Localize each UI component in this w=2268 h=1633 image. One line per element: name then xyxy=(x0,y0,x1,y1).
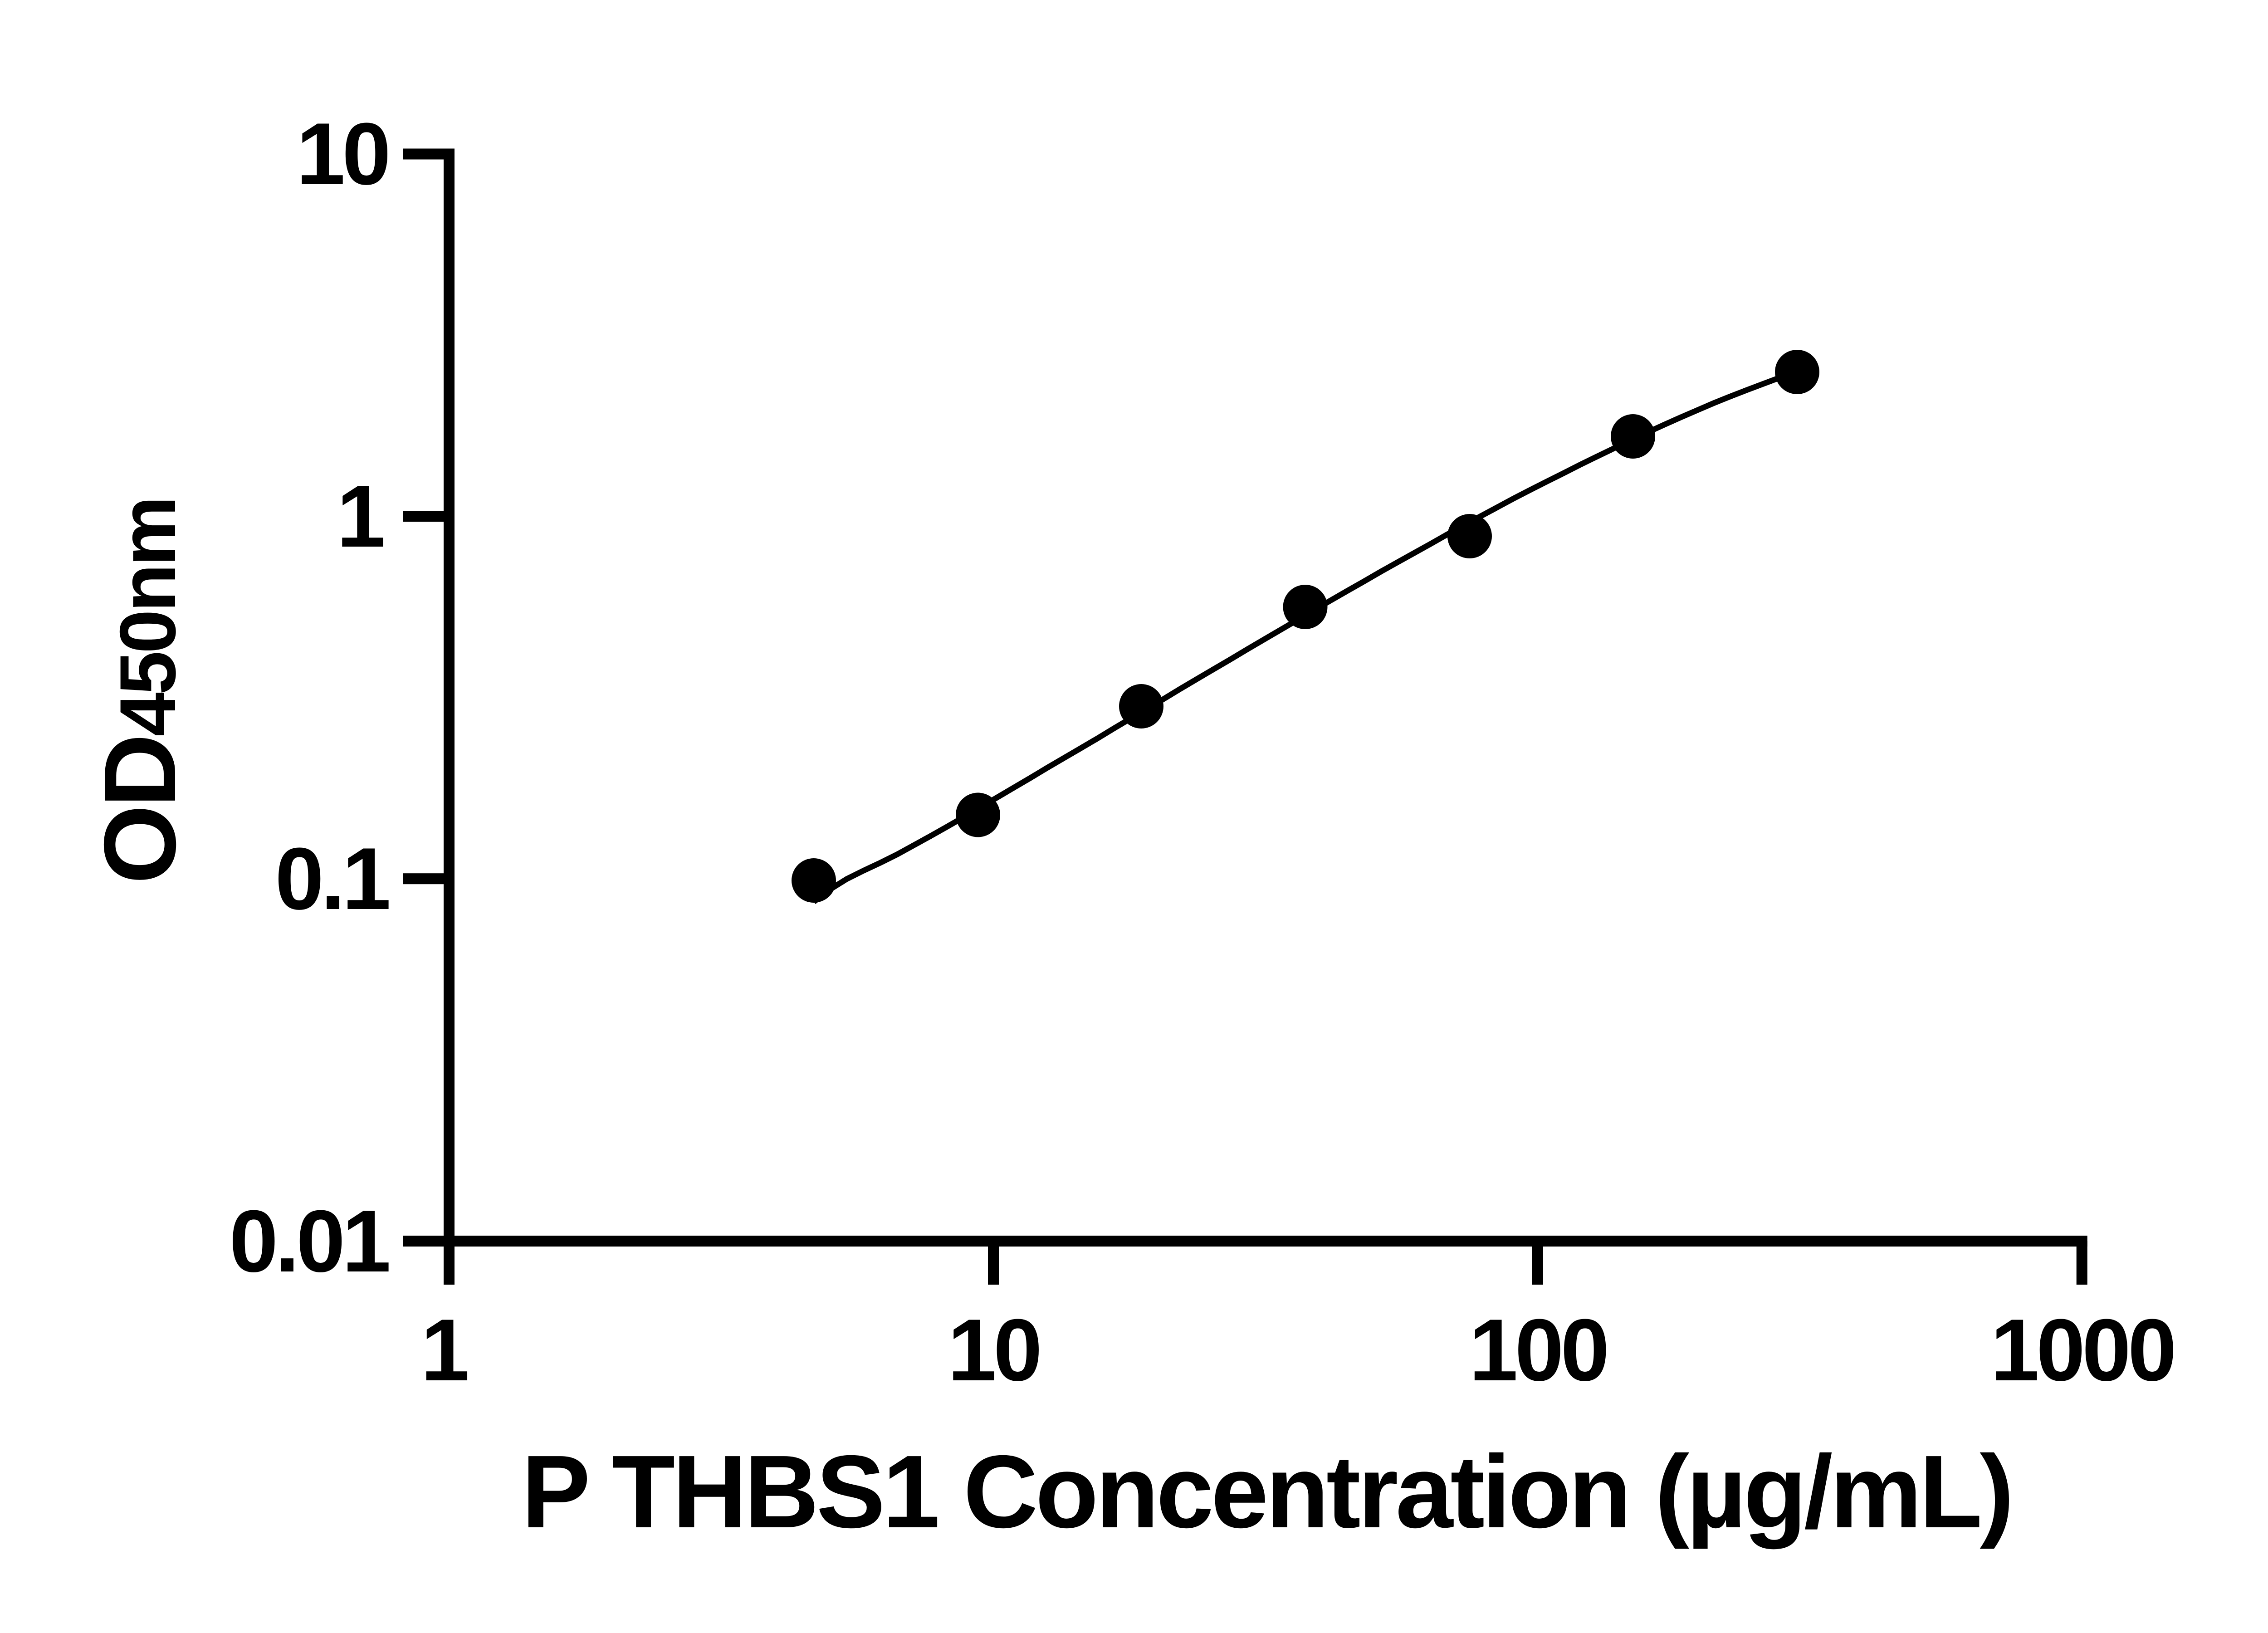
svg-text:1: 1 xyxy=(421,1301,468,1399)
svg-text:0.01: 0.01 xyxy=(229,1192,389,1291)
svg-text:100: 100 xyxy=(1469,1301,1607,1399)
svg-text:10: 10 xyxy=(296,105,388,203)
svg-text:0.1: 0.1 xyxy=(275,830,389,928)
svg-text:1: 1 xyxy=(337,467,383,566)
svg-text:10: 10 xyxy=(948,1301,1039,1399)
svg-text:P THBS1 Concentration (µg/mL): P THBS1 Concentration (µg/mL) xyxy=(522,1434,2012,1550)
svg-text:1000: 1000 xyxy=(1990,1301,2174,1399)
svg-text:OD450nm: OD450nm xyxy=(83,499,197,884)
